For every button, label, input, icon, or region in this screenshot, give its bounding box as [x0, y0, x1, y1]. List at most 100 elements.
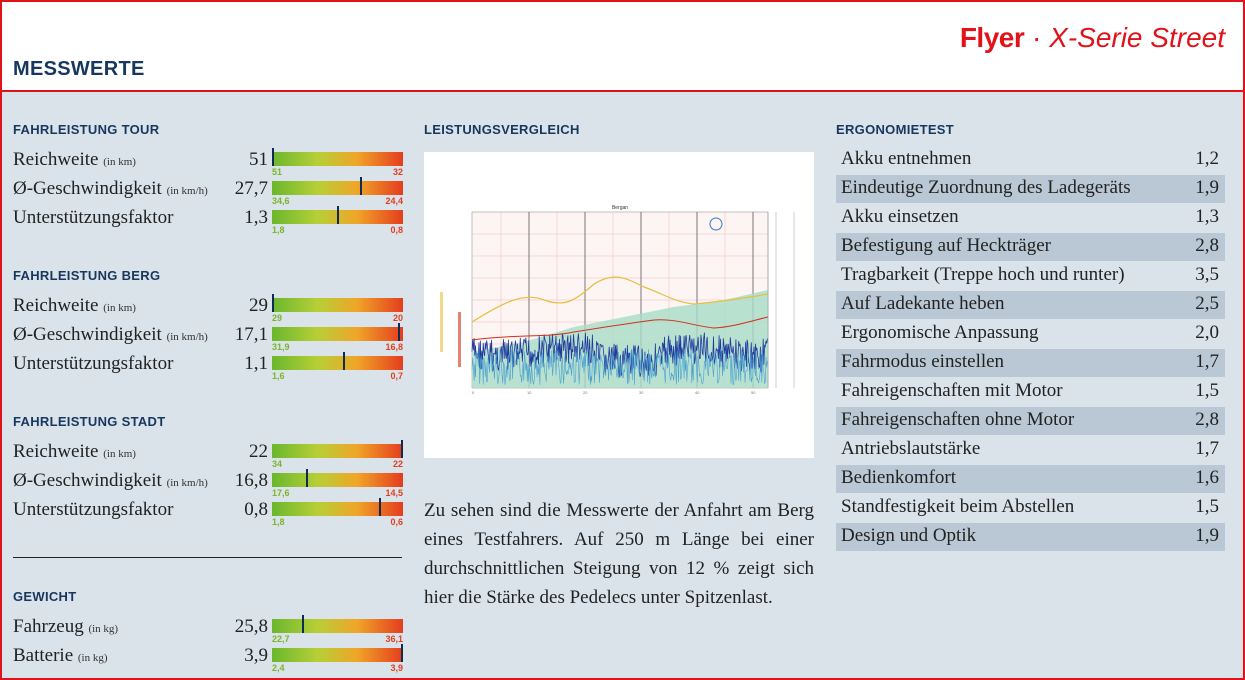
measure-label-text: Reichweite: [13, 295, 99, 316]
bar-best-value: 2,4: [272, 663, 285, 673]
ergonomie-score: 1,5: [1195, 496, 1219, 517]
measure-row: Fahrzeug (in kg) 25,8 22,7 36,1: [13, 615, 403, 644]
measure-label: Batterie (in kg): [13, 645, 108, 667]
measure-row: Ø-Geschwindigkeit (in km/h) 27,7 34,6 24,4: [13, 177, 403, 206]
rating-marker: [401, 644, 403, 662]
bar-best-value: 22,7: [272, 634, 290, 644]
measure-row: Unterstützungsfaktor 1,3 1,8 0,8: [13, 206, 403, 235]
measure-label-text: Batterie: [13, 645, 74, 666]
measurement-chart-image: Bergan 0 10 20 30 40 50: [424, 152, 814, 458]
chart-description: Zu sehen sind die Messwerte der Anfahrt …: [424, 500, 814, 608]
svg-text:30: 30: [639, 390, 644, 395]
ergonomie-score: 1,2: [1195, 148, 1219, 169]
measure-value: 1,1: [244, 353, 268, 374]
ergonomie-label: Design und Optik: [841, 525, 977, 546]
ergonomie-label: Fahreigenschaften mit Motor: [841, 380, 1063, 401]
rating-bar: 51 32: [272, 148, 403, 177]
bar-best-value: 29: [272, 313, 283, 323]
bar-worst-value: 16,8: [385, 342, 403, 352]
measure-value: 25,8: [234, 616, 268, 637]
measure-row: Batterie (in kg) 3,9 2,4 3,9: [13, 644, 403, 673]
ergonomie-label: Tragbarkeit (Treppe hoch und runter): [841, 264, 1125, 285]
bar-best-value: 1,6: [272, 371, 285, 381]
svg-text:0: 0: [472, 390, 475, 395]
svg-text:50: 50: [751, 390, 756, 395]
measure-value: 22: [249, 441, 268, 462]
rating-bar: 2,4 3,9: [272, 644, 403, 673]
brand-logo: Flyer · X-Serie Street: [960, 22, 1225, 54]
measure-value: 16,8: [234, 470, 268, 491]
measure-label-text: Ø-Geschwindigkeit: [13, 470, 162, 491]
ergonomie-row: Tragbarkeit (Treppe hoch und runter) 3,5: [836, 262, 1225, 290]
brand-separator: ·: [1032, 22, 1042, 53]
bar-best-value: 17,6: [272, 488, 290, 498]
measure-value: 17,1: [234, 324, 268, 345]
page-title: MESSWERTE: [13, 58, 145, 80]
brand-model: X-Serie Street: [1049, 22, 1225, 53]
measure-value: 1,3: [244, 207, 268, 228]
bar-worst-value: 3,9: [390, 663, 403, 673]
ergonomie-score: 3,5: [1195, 264, 1219, 285]
measure-label: Ø-Geschwindigkeit (in km/h): [13, 178, 208, 200]
bar-worst-value: 22: [392, 459, 403, 469]
bar-best-value: 51: [272, 167, 283, 177]
bar-best-value: 34,6: [272, 196, 290, 206]
ergonomie-label: Fahrmodus einstellen: [841, 351, 1005, 372]
ergonomie-row: Auf Ladekante heben 2,5: [836, 291, 1225, 319]
bar-best-value: 1,8: [272, 225, 285, 235]
ergonomie-label: Akku entnehmen: [841, 148, 972, 169]
measure-value: 27,7: [234, 178, 268, 199]
measure-label: Ø-Geschwindigkeit (in km/h): [13, 324, 208, 346]
brand-name: Flyer: [959, 22, 1025, 53]
bar-best-value: 34: [272, 459, 283, 469]
ergonomie-label: Auf Ladekante heben: [841, 293, 1005, 314]
ergonomie-score: 2,8: [1195, 235, 1219, 256]
measure-unit: (in km/h): [166, 477, 208, 489]
rating-bar: 17,6 14,5: [272, 469, 403, 498]
bar-worst-value: 32: [392, 167, 403, 177]
rating-bar: 1,6 0,7: [272, 352, 403, 381]
rating-marker: [359, 177, 362, 195]
ergonomie-row: Fahrmodus einstellen 1,7: [836, 349, 1225, 377]
measure-unit: (in km): [103, 448, 136, 460]
content-panel: FAHRLEISTUNG TOUR Reichweite (in km) 51 51…: [2, 92, 1243, 678]
ergonomie-row: Befestigung auf Heckträger 2,8: [836, 233, 1225, 261]
measure-label-text: Reichweite: [13, 149, 99, 170]
svg-text:40: 40: [695, 390, 700, 395]
measure-label: Unterstützungsfaktor: [13, 353, 173, 375]
ergonomie-label: Befestigung auf Heckträger: [841, 235, 1051, 256]
ergonomie-row: Fahreigenschaften ohne Motor 2,8: [836, 407, 1225, 435]
measure-label-text: Unterstützungsfaktor: [13, 353, 174, 374]
rating-bar: 31,9 16,8: [272, 323, 403, 352]
rating-marker: [272, 148, 274, 166]
section-title-berg: FAHRLEISTUNG BERG: [13, 268, 161, 283]
ergonomie-label: Ergonomische Anpassung: [841, 322, 1039, 343]
section-title-stadt: FAHRLEISTUNG STADT: [13, 414, 166, 429]
measure-unit: (in km): [103, 156, 136, 168]
measure-row: Reichweite (in km) 29 29 20: [13, 294, 403, 323]
ergonomie-row: Standfestigkeit beim Abstellen 1,5: [836, 494, 1225, 522]
header: MESSWERTE Flyer · X-Serie Street: [2, 2, 1243, 92]
section-title-gewicht: GEWICHT: [13, 589, 77, 604]
measure-label: Unterstützungsfaktor: [13, 499, 173, 521]
section-title-vergleich: LEISTUNGSVERGLEICH: [424, 122, 580, 137]
ergonomie-score: 2,8: [1195, 409, 1219, 430]
measure-label: Ø-Geschwindigkeit (in km/h): [13, 470, 208, 492]
divider: [13, 557, 402, 558]
ergonomie-label: Eindeutige Zuordnung des Ladegeräts: [841, 177, 1131, 198]
measure-label-text: Unterstützungsfaktor: [13, 499, 174, 520]
rating-bar: 34,6 24,4: [272, 177, 403, 206]
measure-label-text: Unterstützungsfaktor: [13, 207, 174, 228]
ergonomie-label: Fahreigenschaften ohne Motor: [841, 409, 1075, 430]
section-title-ergonomie: ERGONOMIETEST: [836, 122, 955, 137]
ergonomie-label: Standfestigkeit beim Abstellen: [841, 496, 1075, 517]
ergonomie-row: Bedienkomfort 1,6: [836, 465, 1225, 493]
measure-unit: (in km): [103, 302, 136, 314]
ergonomie-score: 1,9: [1195, 177, 1219, 198]
measure-value: 0,8: [244, 499, 268, 520]
ergonomie-score: 1,6: [1195, 467, 1219, 488]
ergonomie-row: Antriebslautstärke 1,7: [836, 436, 1225, 464]
chart-title: Bergan: [612, 205, 628, 211]
measure-label-text: Ø-Geschwindigkeit: [13, 178, 162, 199]
rating-bar: 1,8 0,8: [272, 206, 403, 235]
